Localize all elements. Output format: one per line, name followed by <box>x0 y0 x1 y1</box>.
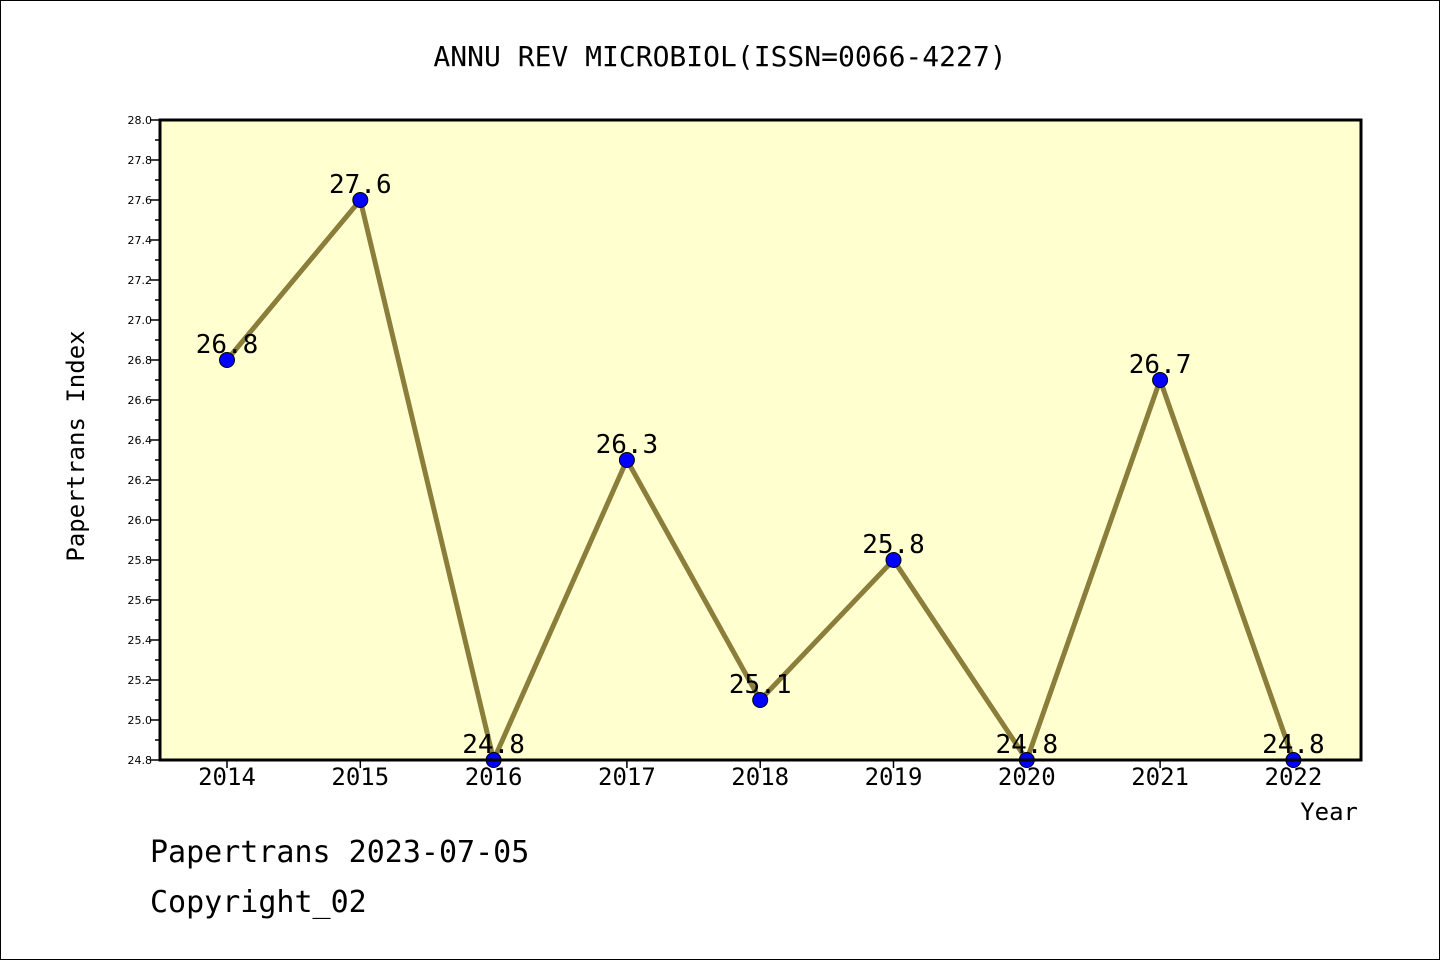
y-tick-label: 25.0 <box>128 714 153 727</box>
data-point <box>1152 372 1169 388</box>
data-label: 26.8 <box>196 330 259 360</box>
y-tick-label: 25.4 <box>128 634 153 647</box>
x-axis-label: Year <box>1300 798 1358 826</box>
x-tick-label: 2017 <box>598 763 656 791</box>
y-tick-label: 26.0 <box>128 514 153 527</box>
data-point <box>618 452 635 468</box>
y-tick-label: 26.6 <box>128 394 153 407</box>
data-point <box>752 692 769 708</box>
y-tick-label: 25.8 <box>128 554 153 567</box>
plot-area <box>160 120 1361 760</box>
y-tick-label: 27.8 <box>128 154 153 167</box>
y-axis-label: Papertrans Index <box>62 330 90 561</box>
data-label: 24.8 <box>1262 730 1325 760</box>
y-tick-label: 27.4 <box>128 234 153 247</box>
x-tick-label: 2018 <box>731 763 789 791</box>
y-tick-label: 25.6 <box>128 594 153 607</box>
x-tick-label: 2021 <box>1131 763 1189 791</box>
footer-date-text: Papertrans 2023-07-05 <box>150 835 530 870</box>
data-label: 25.8 <box>862 530 925 560</box>
data-label: 24.8 <box>995 730 1058 760</box>
y-tick-label: 26.4 <box>128 434 153 447</box>
y-tick-label: 26.2 <box>128 474 153 487</box>
data-point <box>885 552 902 568</box>
x-tick-label: 2015 <box>331 763 389 791</box>
y-tick-label: 27.0 <box>128 314 153 327</box>
plot-border <box>158 118 1363 762</box>
footer-copyright-text: Copyright_02 <box>150 885 367 920</box>
x-tick-label: 2014 <box>198 763 256 791</box>
data-labels: 26.8 27.6 24.8 26.3 25.1 25.8 24.8 26.7 24.8 <box>196 170 1325 760</box>
data-point <box>352 192 369 208</box>
y-tick-label: 27.6 <box>128 194 153 207</box>
y-tick-label: 27.2 <box>128 274 153 287</box>
data-point <box>219 352 235 368</box>
data-label: 24.8 <box>462 730 525 760</box>
y-tick-label: 28.0 <box>128 114 153 127</box>
y-tick-label: 24.8 <box>128 754 153 767</box>
data-label: 25.1 <box>729 670 792 700</box>
data-label: 27.6 <box>329 170 392 200</box>
chart-title: ANNU REV MICROBIOL(ISSN=0066-4227) <box>433 40 1006 73</box>
y-tick-label: 26.8 <box>128 354 153 367</box>
data-label: 26.7 <box>1129 350 1192 380</box>
x-tick-label: 2019 <box>865 763 923 791</box>
y-tick-label: 25.2 <box>128 674 153 687</box>
data-label: 26.3 <box>596 430 659 460</box>
